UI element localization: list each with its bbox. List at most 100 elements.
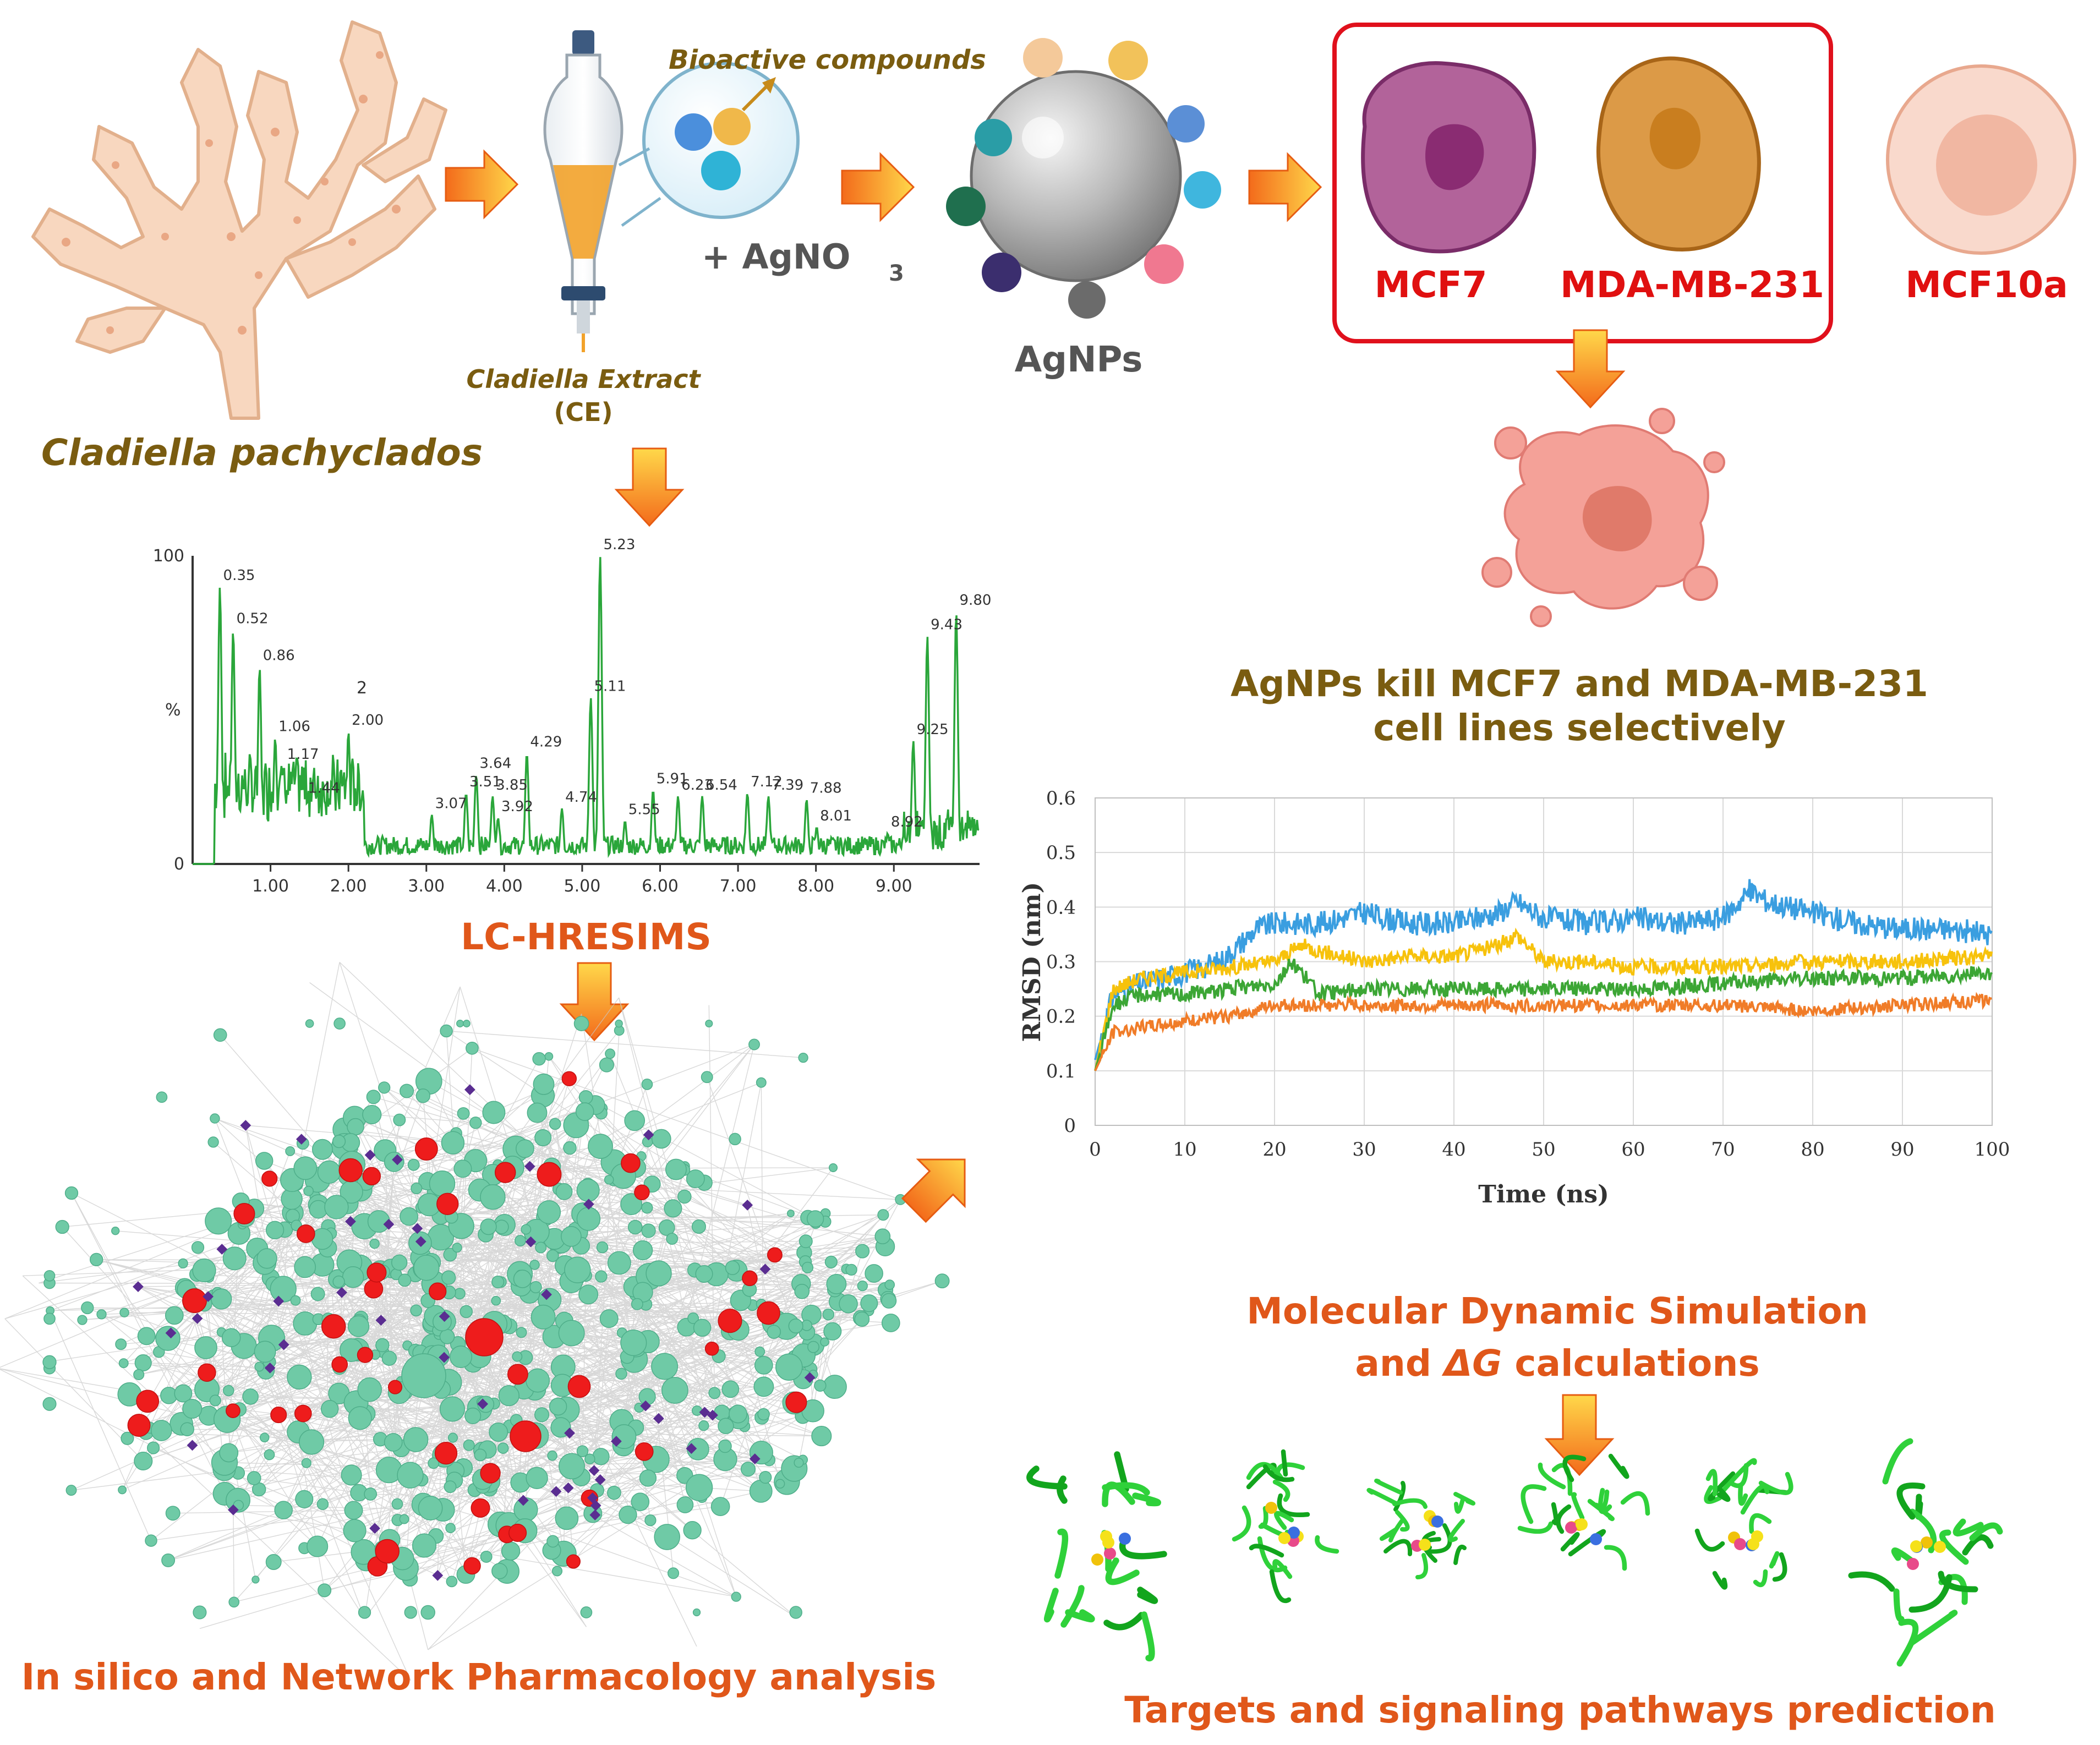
network-node-target xyxy=(453,1159,472,1178)
stray-mark: 2 xyxy=(357,679,367,698)
network-node-target xyxy=(264,1449,275,1460)
network-node-compound xyxy=(590,1500,601,1511)
series-line-green xyxy=(1094,958,1993,1071)
network-node-target xyxy=(450,1345,472,1369)
network-node-target xyxy=(767,1325,781,1339)
network-node-target xyxy=(418,1496,443,1520)
network-node-target xyxy=(639,1469,657,1487)
peak-label: 5.11 xyxy=(594,679,626,695)
network-node-target xyxy=(798,1052,808,1063)
network-node-target xyxy=(55,1219,69,1234)
network-node-target xyxy=(318,1583,332,1598)
network-node-compound xyxy=(464,1084,475,1096)
network-node-target xyxy=(588,1134,613,1159)
network-node-target xyxy=(564,1256,591,1283)
network-node-target xyxy=(150,1420,172,1441)
network-node-hub xyxy=(261,1170,278,1187)
network-node-target xyxy=(145,1534,157,1547)
network-node-target xyxy=(820,1337,829,1347)
peak-label: 4.74 xyxy=(565,789,597,806)
network-node-target xyxy=(521,1224,532,1235)
peak-label: 6.54 xyxy=(706,777,737,794)
network-node-hub xyxy=(387,1380,403,1394)
network-node-target xyxy=(794,1283,810,1299)
x-tick-label: 100 xyxy=(1975,1139,2010,1161)
network-node-compound xyxy=(804,1372,816,1383)
network-node-target xyxy=(256,1248,277,1269)
network-node-compound xyxy=(594,1474,606,1485)
network-node-target xyxy=(400,1207,418,1226)
network-node-target xyxy=(775,1353,803,1381)
network-node-hub xyxy=(294,1404,312,1423)
network-node-target xyxy=(718,1418,734,1435)
network-node-target xyxy=(161,1553,176,1567)
network-node-target xyxy=(474,1448,487,1462)
network-node-target xyxy=(333,1018,346,1030)
network-node-target xyxy=(182,1398,203,1419)
network-node-target xyxy=(453,1288,466,1300)
network-node-compound xyxy=(589,1509,601,1520)
network-node-compound xyxy=(345,1216,356,1227)
network-node-hub xyxy=(634,1184,650,1201)
network-node-compound xyxy=(564,1427,575,1439)
network-node-hub xyxy=(233,1202,255,1225)
network-node-target xyxy=(420,1605,435,1620)
network-node-target xyxy=(620,1193,643,1216)
network-node-compound xyxy=(477,1398,489,1410)
network-node-target xyxy=(651,1353,679,1380)
network-node-hub xyxy=(465,1318,504,1356)
network-node-target xyxy=(404,1606,417,1619)
network-node-target xyxy=(666,1233,679,1245)
network-node-hub xyxy=(362,1167,381,1186)
network-node-target xyxy=(839,1294,858,1314)
network-node-target xyxy=(677,1189,692,1204)
network-node-target xyxy=(555,1183,573,1200)
network-node-target xyxy=(362,1104,382,1124)
x-tick-label: 3.00 xyxy=(408,877,445,896)
network-node-target xyxy=(561,1226,582,1247)
network-node-target xyxy=(317,1160,341,1184)
network-node-target xyxy=(551,1566,563,1577)
network-node-target xyxy=(255,1152,274,1170)
network-node-hub xyxy=(331,1356,348,1373)
y-tick-100: 100 xyxy=(153,546,184,566)
network-node-compound xyxy=(203,1291,214,1303)
network-node-compound xyxy=(610,1436,622,1447)
network-node-target xyxy=(344,1501,363,1520)
network-node-target xyxy=(357,1377,382,1402)
network-node-target xyxy=(452,1243,462,1253)
network-node-target xyxy=(444,1480,457,1494)
network-node-target xyxy=(725,1260,740,1276)
network-node-target xyxy=(683,1521,702,1540)
network-node-target xyxy=(324,1195,349,1219)
network-node-target xyxy=(441,1270,456,1285)
network-node-target xyxy=(547,1451,557,1461)
peak-label: 0.52 xyxy=(237,610,269,627)
network-node-compound xyxy=(524,1161,535,1172)
network-node-compound xyxy=(240,1120,251,1131)
network-node-target xyxy=(573,1016,589,1031)
x-tick-label: 70 xyxy=(1711,1139,1735,1161)
mcf7-label: MCF7 xyxy=(1374,264,1487,306)
network-node-target xyxy=(410,1304,423,1317)
network-node-target xyxy=(439,1328,455,1344)
peak-label: 5.55 xyxy=(628,802,660,818)
network-node-compound xyxy=(165,1327,177,1339)
network-node-target xyxy=(865,1264,883,1283)
network-node-hub xyxy=(757,1301,780,1325)
network-node-hub xyxy=(127,1414,151,1437)
arrow-8 xyxy=(1544,1394,1615,1476)
md-simulation-title-line1: Molecular Dynamic Simulation xyxy=(1246,1290,1868,1332)
network-node-target xyxy=(489,1423,508,1442)
network-node-target xyxy=(254,1361,265,1372)
network-node-target xyxy=(757,1408,770,1421)
mcf10a-cell-illustration xyxy=(1886,64,2076,255)
network-node-target xyxy=(415,1088,430,1103)
network-node-target xyxy=(828,1163,838,1172)
network-node-target xyxy=(180,1422,194,1436)
network-node-hub xyxy=(338,1158,363,1183)
network-node-target xyxy=(692,1405,702,1416)
peak-label: 0.86 xyxy=(263,648,295,664)
network-node-target xyxy=(534,1407,550,1423)
network-node-target xyxy=(294,1256,316,1278)
